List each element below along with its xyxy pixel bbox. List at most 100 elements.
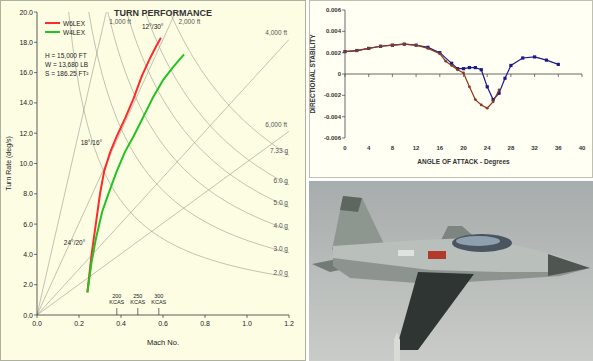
y-tick [34,102,37,103]
x-tick [392,74,393,77]
x-tick-label: 0.0 [32,320,42,327]
x-tick [37,315,38,318]
y-tick-label: 12.0 [19,130,33,137]
y-tick [34,133,37,134]
y-tick-label: -0.004 [324,114,342,120]
stability-chart: -0.006-0.004-0.00200.0020.0040.006048121… [309,7,586,166]
marker [426,46,429,49]
y-tick-label: 8.0 [23,190,33,197]
g-line [108,12,289,230]
x-tick [345,74,346,77]
y-tick [34,254,37,255]
radius-label: 2,000 ft [179,18,201,25]
y-tick-label: 4.0 [23,251,33,258]
radius-line [37,12,289,315]
marker [480,68,483,71]
speed-label: 300KCAS [151,293,166,305]
y-tick-label: 14.0 [19,99,33,106]
title: TURN PERFORMANCE [114,8,212,18]
series-line [87,38,160,293]
y-tick-label: -0.002 [324,92,342,98]
x-tick-label: 1.2 [284,320,294,327]
marker [403,43,406,46]
speed-label: 200KCAS [109,293,124,305]
photo-background [309,181,593,361]
legend-label: W4LEX [63,29,86,36]
y-axis-label: DIRECTIONAL STABILITY [309,34,316,114]
y-axis [345,10,346,138]
x-tick-label: 20 [460,145,467,151]
condition: H = 15,000 FT [45,52,87,59]
condition: S = 186.25 FT² [45,70,89,77]
speed-mark [137,308,138,315]
radius-label: 1,000 ft [109,18,131,25]
figure: 1,000 ft2,000 ft4,000 ft6,000 ft2.0 g3.0… [0,0,593,361]
reference-lines [37,12,289,315]
x-tick-label: 28 [508,145,515,151]
marker [456,68,459,71]
y-tick-label: 0.004 [326,28,342,34]
y-tick-label: 20.0 [19,9,33,16]
marker [486,107,489,110]
reference-labels: 1,000 ft2,000 ft4,000 ft6,000 ft2.0 g3.0… [109,18,288,277]
g-label: 7.33 g [270,147,288,155]
marker [403,43,406,46]
marker [343,50,346,53]
flap-label: 18°/16° [81,139,103,146]
x-tick-label: 24 [484,145,491,151]
wingtip-missile [394,340,400,361]
g-line [69,12,289,277]
marker [450,64,453,67]
x-tick [439,74,440,77]
marker [521,56,524,59]
y-tick [34,163,37,164]
x-tick-label: 0.2 [74,320,84,327]
x-tick [487,74,488,77]
marker [557,63,560,66]
x-axis-label: ANGLE OF ATTACK - Degrees [417,158,510,166]
speed-label-line: KCAS [151,299,166,305]
legend-swatch [45,22,60,24]
near-wing [396,272,474,350]
legend-label: W6LEX [63,20,86,27]
marker [444,60,447,63]
y-tick [342,116,345,117]
y-tick-label: 6.0 [23,221,33,228]
marker [355,49,358,52]
flap-label: 24°/20° [64,239,86,246]
marker [379,45,382,48]
marker [367,47,370,50]
nose [548,254,590,276]
y-tick-label: 0.002 [326,50,342,56]
x-tick [534,74,535,77]
photo [309,181,593,361]
g-line [170,12,289,155]
g-line [127,12,289,207]
x-tick-label: 0.8 [200,320,210,327]
marker [427,47,430,50]
marker [498,89,501,92]
vertical-tail [332,196,385,250]
turn-chart: 1,000 ft2,000 ft4,000 ft6,000 ft2.0 g3.0… [5,0,294,347]
y-tick [342,74,345,75]
legend-swatch [45,31,60,33]
x-tick-label: 16 [436,145,443,151]
radius-line [37,39,289,315]
speed-label-line: KCAS [130,299,145,305]
x-tick-label: 0 [343,145,347,151]
marker [462,67,465,70]
x-tick-label: 12 [413,145,420,151]
marker [415,44,418,47]
x-tick-label: 4 [367,145,371,151]
panel-top-right [310,1,593,178]
x-tick-label: 40 [579,145,586,151]
x-tick [510,74,511,77]
y-tick-label: 18.0 [19,39,33,46]
y-tick [34,72,37,73]
y-tick-label: 10.0 [19,160,33,167]
series-line [87,54,184,292]
y-tick [34,224,37,225]
marker [533,55,536,58]
y-tick [34,193,37,194]
y-tick-label: 0.006 [326,7,342,13]
